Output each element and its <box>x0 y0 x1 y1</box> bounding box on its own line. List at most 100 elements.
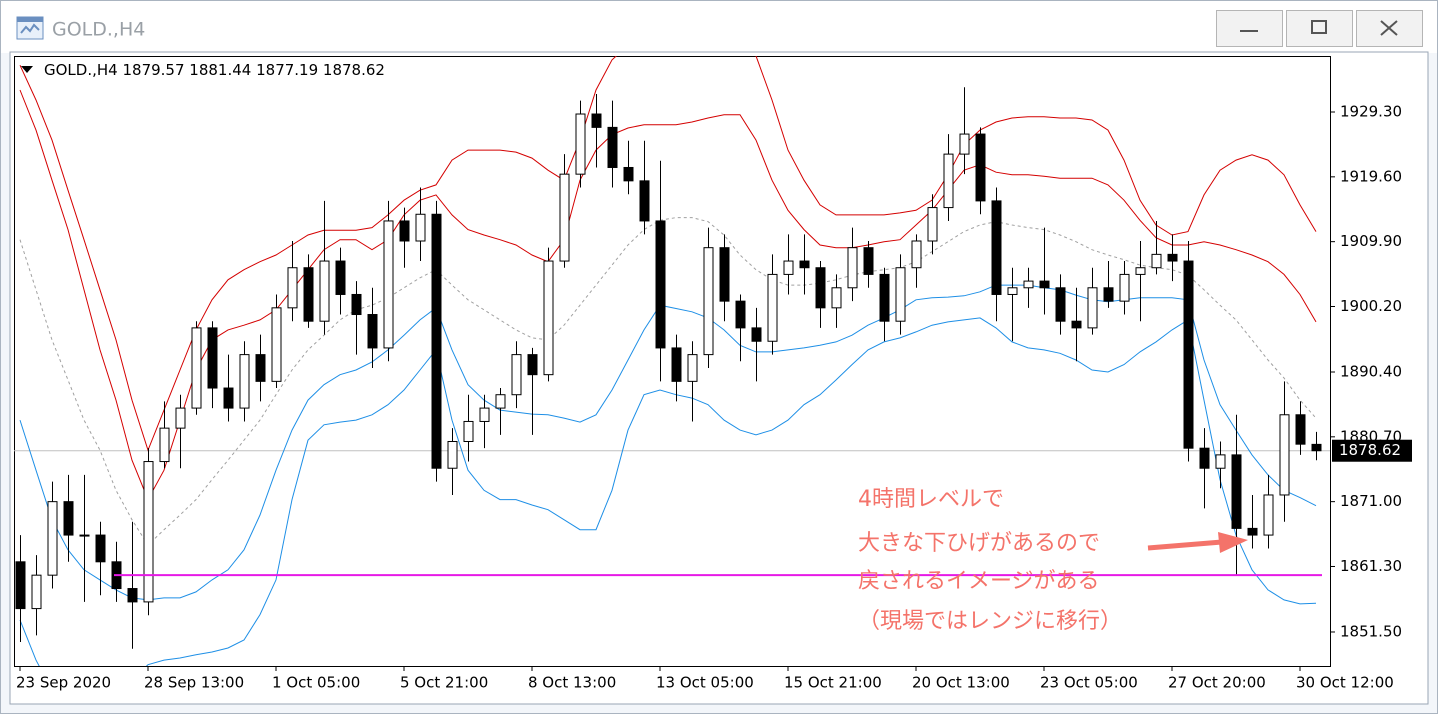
candle-body <box>575 113 586 175</box>
y-tick-label: 1890.40 <box>1340 362 1402 380</box>
candle-body <box>479 407 490 422</box>
x-tick-label: 28 Sep 13:00 <box>144 674 244 692</box>
candle-body <box>863 247 874 275</box>
candle-body <box>1087 287 1098 329</box>
candle-body <box>879 273 890 322</box>
candle-body <box>831 287 842 309</box>
band-line <box>19 89 1317 501</box>
window-title: GOLD.,H4 <box>52 19 145 41</box>
candle-body <box>143 461 154 603</box>
candle-body <box>559 173 570 262</box>
annotation-text: 戻されるイメージがある <box>858 569 1100 594</box>
x-tick-label: 8 Oct 13:00 <box>528 674 616 692</box>
x-tick-label: 5 Oct 21:00 <box>400 674 488 692</box>
candle-body <box>127 588 138 603</box>
candle-body <box>991 200 1002 295</box>
candle-body <box>175 407 186 429</box>
candle-body <box>511 354 522 396</box>
band-line <box>19 284 1317 601</box>
candle-body <box>975 133 986 202</box>
candle-body <box>1167 253 1178 262</box>
candle-body <box>751 327 762 342</box>
candle-body <box>335 260 346 295</box>
y-tick-label: 1861.30 <box>1340 557 1402 575</box>
candle-body <box>1023 280 1034 289</box>
symbol: GOLD.,H4 <box>44 61 118 79</box>
candle-body <box>671 347 682 382</box>
candle-body <box>1279 414 1290 496</box>
candle-body <box>703 247 714 356</box>
y-tick-label: 1871.00 <box>1340 492 1402 510</box>
plot <box>14 56 1330 666</box>
candle-body <box>639 180 650 222</box>
candle-body <box>927 207 938 242</box>
candle-body <box>63 501 74 536</box>
candle-body <box>1231 454 1242 529</box>
close-button[interactable] <box>1356 10 1423 47</box>
candle-body <box>431 213 442 469</box>
candle-body <box>815 267 826 309</box>
candle-body <box>495 394 506 409</box>
candle-body <box>1103 287 1114 302</box>
candle-body <box>287 267 298 309</box>
annotation-arrow-head <box>1218 532 1248 553</box>
x-tick-label: 15 Oct 21:00 <box>784 674 882 692</box>
candle-body <box>1215 454 1226 469</box>
candle-body <box>15 561 26 610</box>
candle-body <box>255 354 266 382</box>
y-tick-label: 1900.20 <box>1340 297 1402 315</box>
x-tick-label: 23 Oct 05:00 <box>1040 674 1138 692</box>
high-value: 1881.44 <box>189 61 251 79</box>
price-tag-label: 1878.62 <box>1339 441 1401 459</box>
candle-body <box>1135 267 1146 275</box>
candle-body <box>1071 320 1082 329</box>
band-line <box>19 317 1317 666</box>
candle-body <box>1007 287 1018 295</box>
candle-body <box>911 240 922 269</box>
candle-body <box>1055 287 1066 322</box>
candle-body <box>47 501 58 576</box>
annotation-text: （現場ではレンジに移行） <box>858 609 1122 634</box>
candle-body <box>1263 494 1274 536</box>
minimize-button[interactable] <box>1216 10 1283 47</box>
candle-body <box>367 314 378 349</box>
candle-body <box>767 273 778 342</box>
candle-body <box>799 260 810 269</box>
y-tick-label: 1919.60 <box>1340 167 1402 185</box>
candle-body <box>959 133 970 155</box>
candle-body <box>847 247 858 289</box>
candle-body <box>1039 280 1050 289</box>
close-value: 1878.62 <box>323 61 385 79</box>
candle-body <box>303 267 314 322</box>
y-tick-label: 1909.90 <box>1340 232 1402 250</box>
annotation-text: 4時間レベルで <box>858 487 1004 512</box>
window-icon <box>16 16 44 40</box>
candle-body <box>351 293 362 316</box>
candle-body <box>447 441 458 469</box>
candle-body <box>1311 443 1322 452</box>
candle-body <box>655 220 666 349</box>
y-tick-label: 1851.50 <box>1340 622 1402 640</box>
x-tick-label: 1 Oct 05:00 <box>272 674 360 692</box>
candle-body <box>1183 260 1194 449</box>
candle-body <box>543 260 554 376</box>
candle-body <box>79 534 90 537</box>
candle-body <box>735 300 746 329</box>
x-tick-label: 13 Oct 05:00 <box>656 674 754 692</box>
header-triangle <box>21 66 33 73</box>
candle-body <box>783 260 794 275</box>
maximize-button[interactable] <box>1286 10 1353 47</box>
x-tick-label: 27 Oct 20:00 <box>1168 674 1266 692</box>
candle-body <box>31 574 42 610</box>
band-line <box>19 217 1317 546</box>
x-tick-label: 23 Sep 2020 <box>16 674 111 692</box>
candle-body <box>383 220 394 349</box>
candle-body <box>527 354 538 376</box>
candle-body <box>207 327 218 389</box>
candle-body <box>1199 447 1210 469</box>
title-bar <box>1 1 1437 53</box>
x-tick-label: 30 Oct 12:00 <box>1296 674 1394 692</box>
